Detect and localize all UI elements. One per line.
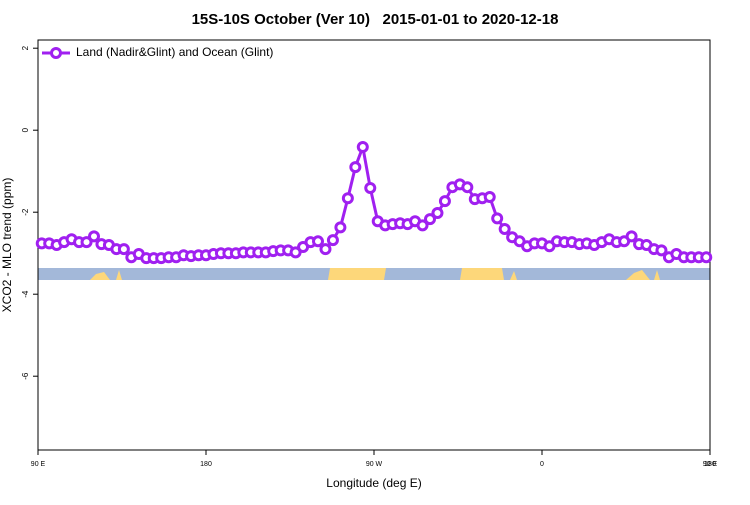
point bbox=[349, 161, 362, 174]
x-tick-label: 180 bbox=[704, 461, 716, 468]
x-tick-label: 90 E bbox=[31, 461, 46, 468]
point bbox=[655, 244, 668, 257]
point bbox=[341, 192, 354, 205]
point bbox=[88, 230, 100, 243]
point bbox=[334, 221, 347, 234]
point bbox=[424, 213, 436, 226]
point bbox=[700, 251, 713, 264]
y-tick-label: -6 bbox=[21, 372, 30, 380]
land-patch bbox=[654, 270, 660, 280]
point bbox=[431, 207, 444, 220]
y-tick-label: -2 bbox=[21, 208, 30, 216]
legend: Land (Nadir&Glint) and Ocean (Glint) bbox=[42, 45, 273, 59]
legend-label: Land (Nadir&Glint) and Ocean (Glint) bbox=[76, 45, 273, 59]
point bbox=[625, 230, 638, 243]
point bbox=[312, 235, 324, 248]
land-patch bbox=[626, 270, 650, 280]
land-patch bbox=[460, 268, 504, 280]
y-tick-label: 2 bbox=[21, 45, 30, 50]
point bbox=[117, 243, 130, 256]
point bbox=[438, 195, 451, 208]
land-patch bbox=[510, 271, 517, 280]
x-tick-label: 0 bbox=[540, 461, 544, 468]
y-tick-label: 0 bbox=[21, 127, 30, 132]
point bbox=[80, 236, 93, 249]
y-axis-label: XCO2 - MLO trend (ppm) bbox=[0, 178, 14, 313]
point bbox=[498, 223, 511, 236]
point bbox=[416, 219, 429, 232]
land-mask bbox=[38, 268, 710, 280]
point bbox=[491, 212, 504, 225]
point bbox=[326, 234, 339, 247]
y-tick-label: -4 bbox=[21, 290, 30, 298]
point bbox=[461, 181, 474, 194]
x-tick-label: 180 bbox=[200, 461, 212, 468]
land-patch bbox=[90, 272, 110, 280]
x-tick-label: 90 W bbox=[366, 461, 383, 468]
point bbox=[319, 243, 332, 256]
x-axis-label: Longitude (deg E) bbox=[326, 476, 421, 490]
point bbox=[356, 141, 369, 154]
land-patch bbox=[328, 268, 386, 280]
legend-marker bbox=[50, 47, 62, 59]
point bbox=[483, 191, 496, 204]
point bbox=[289, 246, 302, 259]
land-patch bbox=[116, 270, 122, 280]
x-tick-label: 90 E bbox=[703, 461, 718, 468]
chart-title: 15S-10S October (Ver 10) 2015-01-01 to 2… bbox=[192, 11, 559, 28]
point bbox=[364, 182, 377, 195]
